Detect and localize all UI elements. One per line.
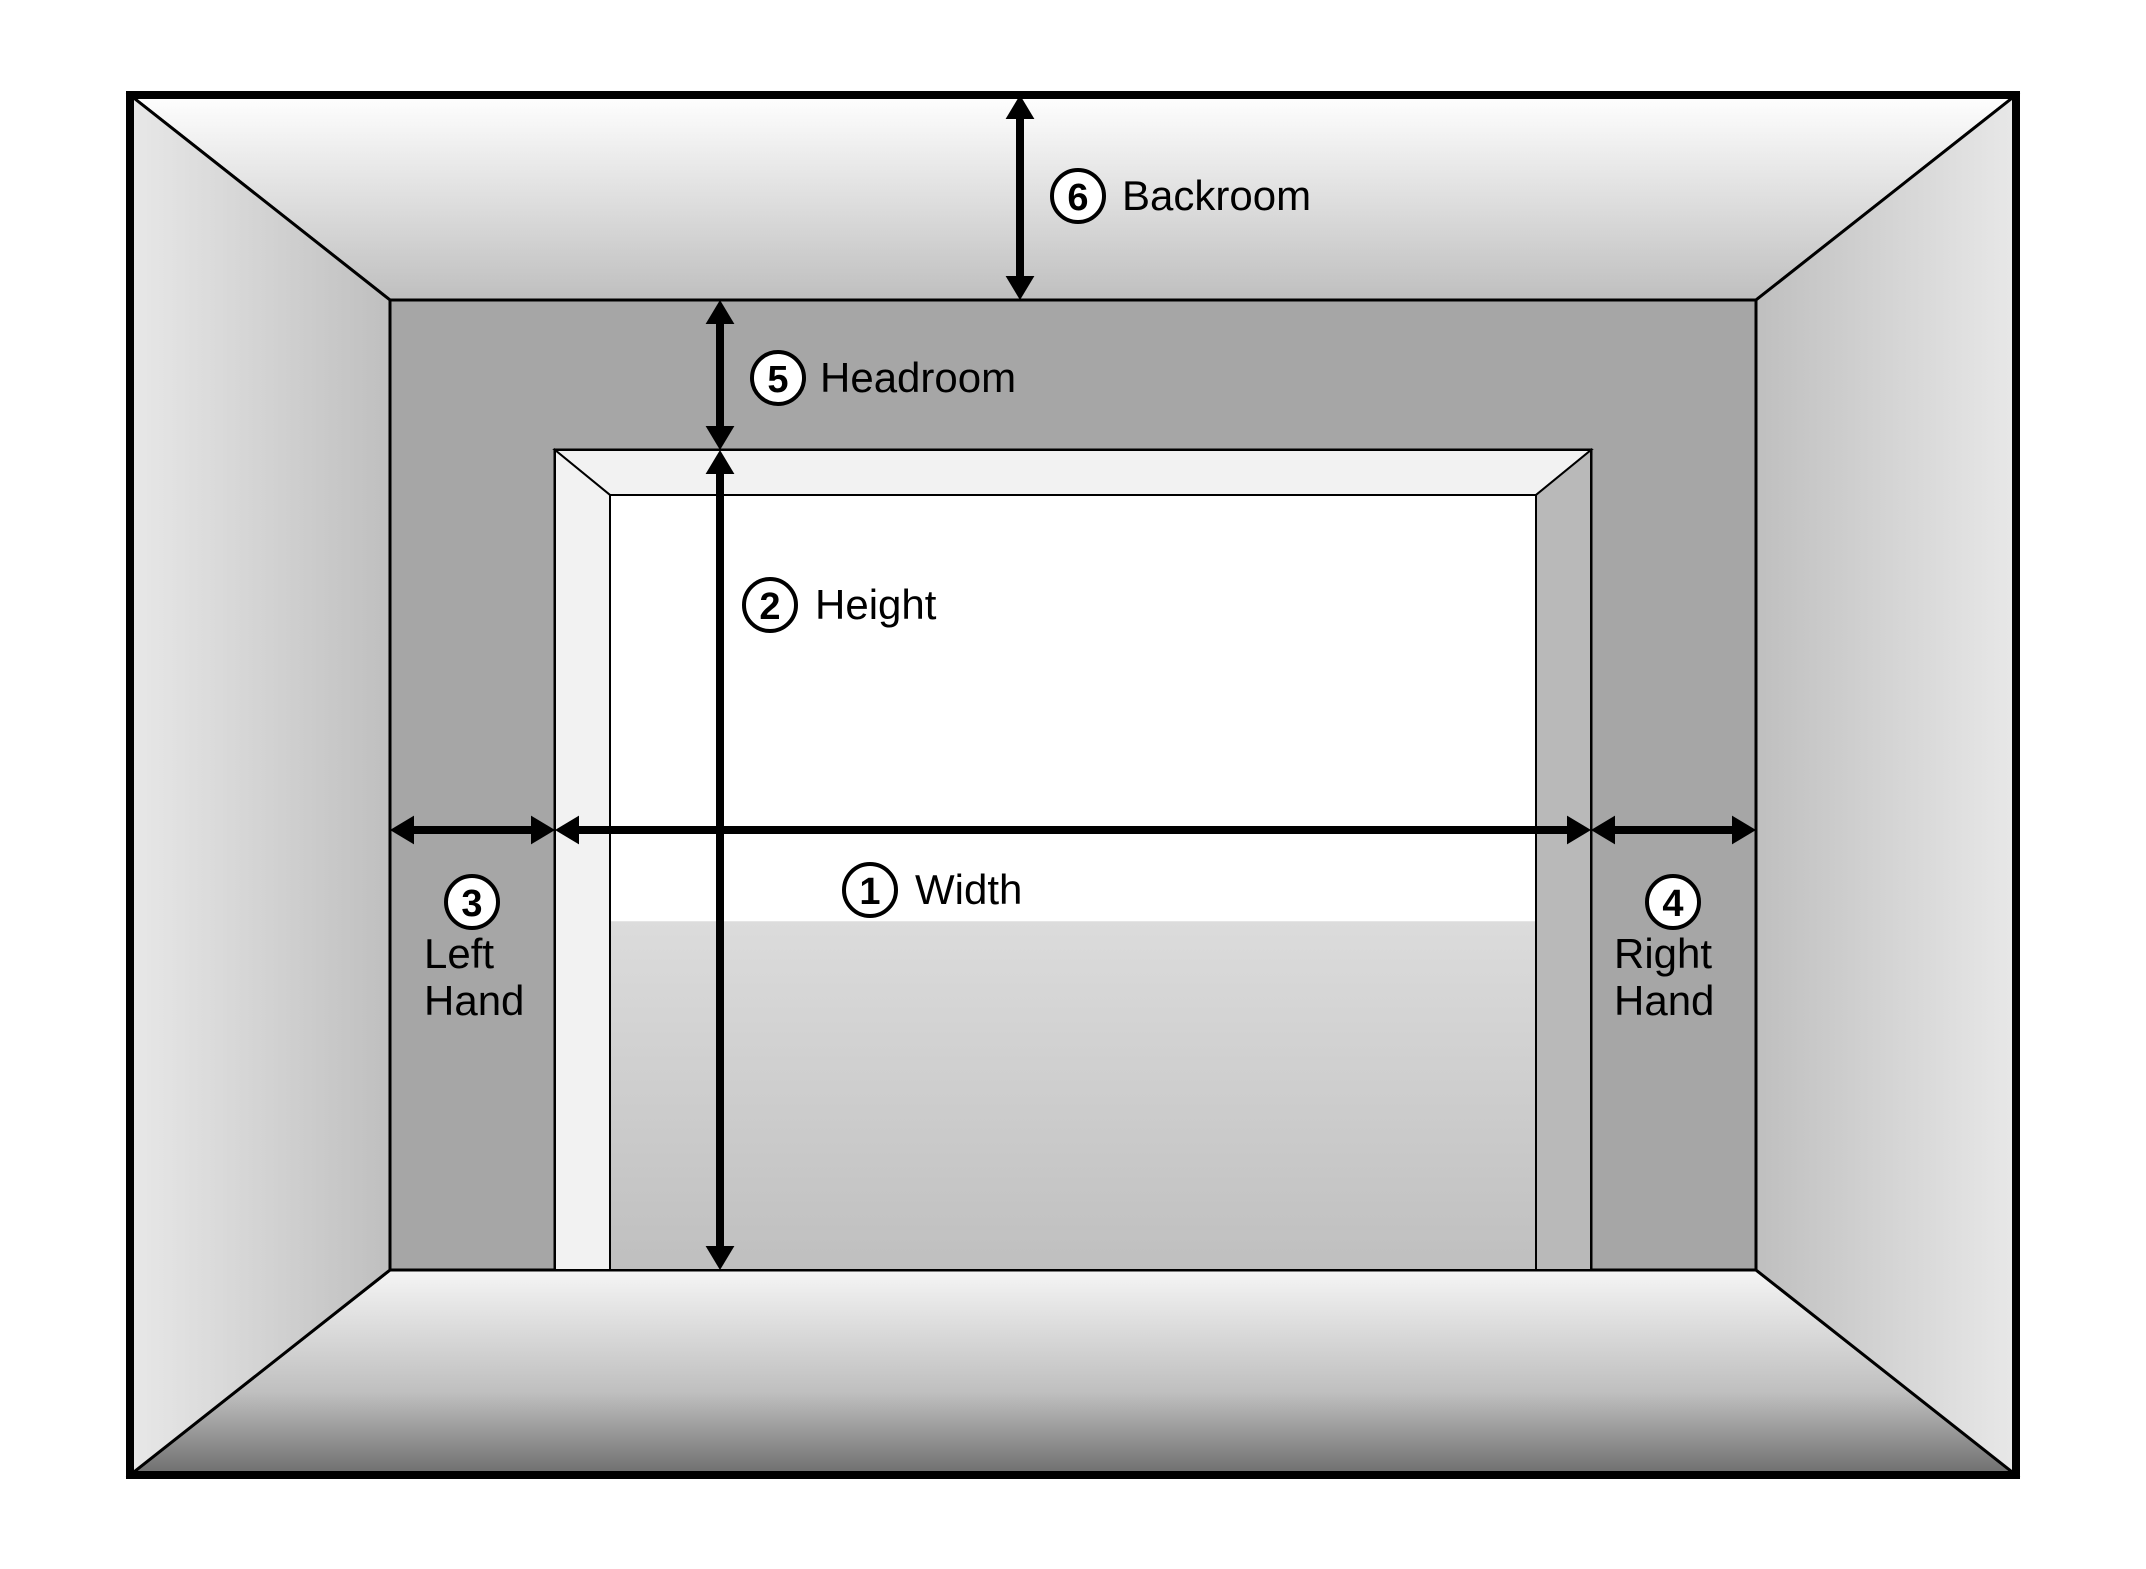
measurement-label: Hand	[424, 977, 524, 1024]
measurement-number: 3	[461, 883, 482, 925]
garage-right-wall	[1756, 95, 2016, 1475]
opening-through-sky	[610, 495, 1536, 921]
measurement-label: Hand	[1614, 977, 1714, 1024]
garage-left-wall	[130, 95, 390, 1475]
measurement-number: 2	[759, 586, 780, 628]
garage-floor	[130, 1270, 2016, 1475]
opening-reveal-left	[555, 450, 610, 1270]
diagram-svg: 1Width2Height3LeftHand4RightHand5Headroo…	[0, 0, 2146, 1569]
measurement-label: Backroom	[1122, 172, 1311, 219]
measurement-label: Right	[1614, 930, 1712, 977]
measurement-label: Headroom	[820, 354, 1016, 401]
garage-measurement-diagram: 1Width2Height3LeftHand4RightHand5Headroo…	[0, 0, 2146, 1569]
measurement-number: 4	[1662, 883, 1683, 925]
measurement-number: 1	[859, 871, 880, 913]
measurement-label: Left	[424, 930, 494, 977]
measurement-label: Width	[915, 866, 1022, 913]
measurement-label: Height	[815, 581, 937, 628]
measurement-number: 6	[1067, 177, 1088, 219]
measurement-number: 5	[767, 359, 788, 401]
opening-reveal-right	[1536, 450, 1591, 1270]
